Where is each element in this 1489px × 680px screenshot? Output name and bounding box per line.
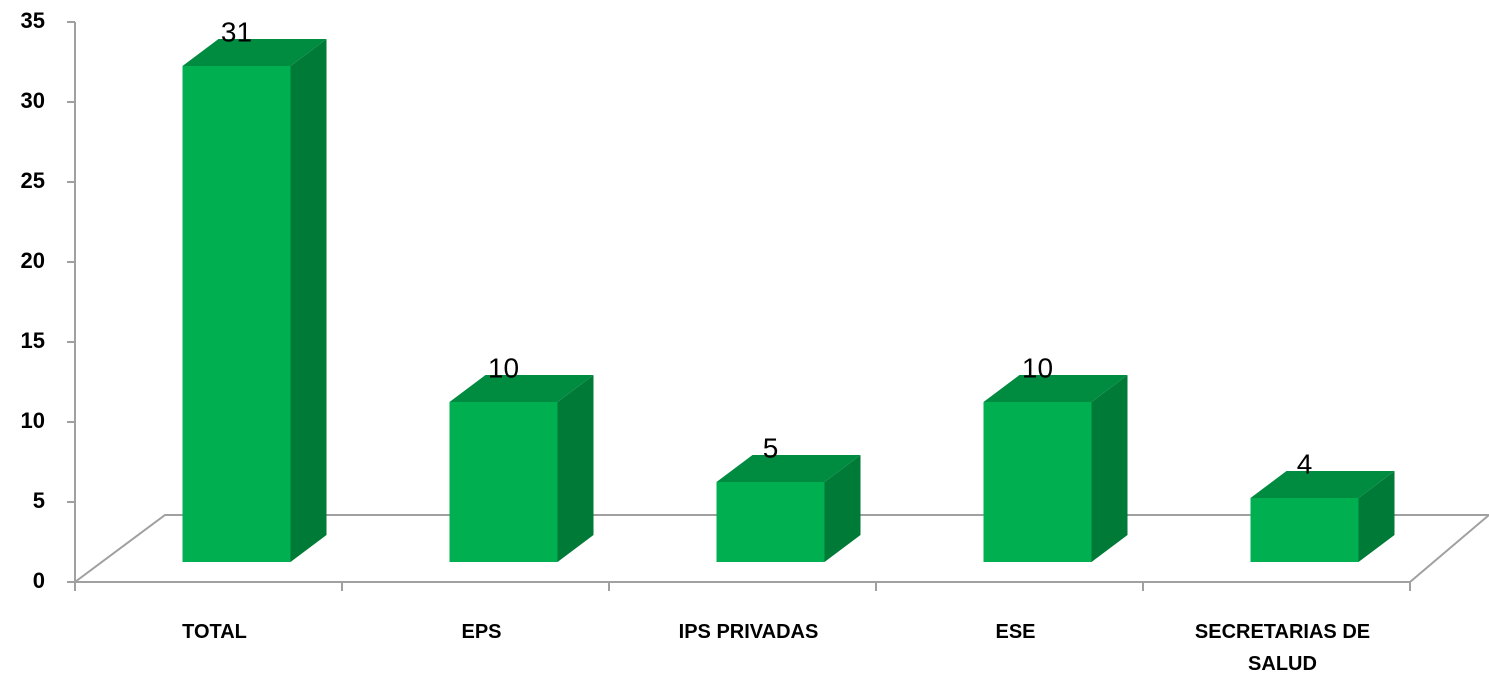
y-tick-label: 20 xyxy=(21,248,45,273)
bar-top xyxy=(716,455,861,482)
bar xyxy=(182,66,291,562)
x-tick-label: TOTAL xyxy=(182,621,247,643)
y-tick-label: 10 xyxy=(21,408,45,433)
bar-top xyxy=(983,375,1128,402)
bar-top xyxy=(449,375,594,402)
bar xyxy=(716,482,825,562)
bar xyxy=(449,402,558,562)
value-label: 10 xyxy=(1022,352,1053,383)
bar-top xyxy=(1250,471,1395,498)
x-tick-label: EPS xyxy=(461,621,502,643)
bar xyxy=(1250,498,1359,562)
bar xyxy=(983,402,1092,562)
y-tick-label: 35 xyxy=(21,8,45,33)
x-tick-label: ESE xyxy=(995,621,1036,643)
x-tick-label: SECRETARIAS DE SALUD xyxy=(1194,621,1371,675)
bar-side xyxy=(824,455,861,562)
x-tick-label: IPS PRIVADAS xyxy=(678,621,819,643)
y-tick-label: 30 xyxy=(21,88,45,113)
value-label: 31 xyxy=(221,16,252,47)
y-tick-label: 25 xyxy=(21,168,45,193)
bar-side xyxy=(1091,375,1128,562)
value-label: 5 xyxy=(763,432,779,463)
value-label: 10 xyxy=(488,352,519,383)
y-tick-label: 0 xyxy=(33,568,45,593)
bar-side xyxy=(290,39,327,562)
y-tick-label: 5 xyxy=(33,488,45,513)
bar-top xyxy=(182,39,327,66)
y-tick-label: 15 xyxy=(21,328,45,353)
bar-side xyxy=(1358,471,1395,562)
value-label: 4 xyxy=(1297,448,1313,479)
bar-side xyxy=(557,375,594,562)
